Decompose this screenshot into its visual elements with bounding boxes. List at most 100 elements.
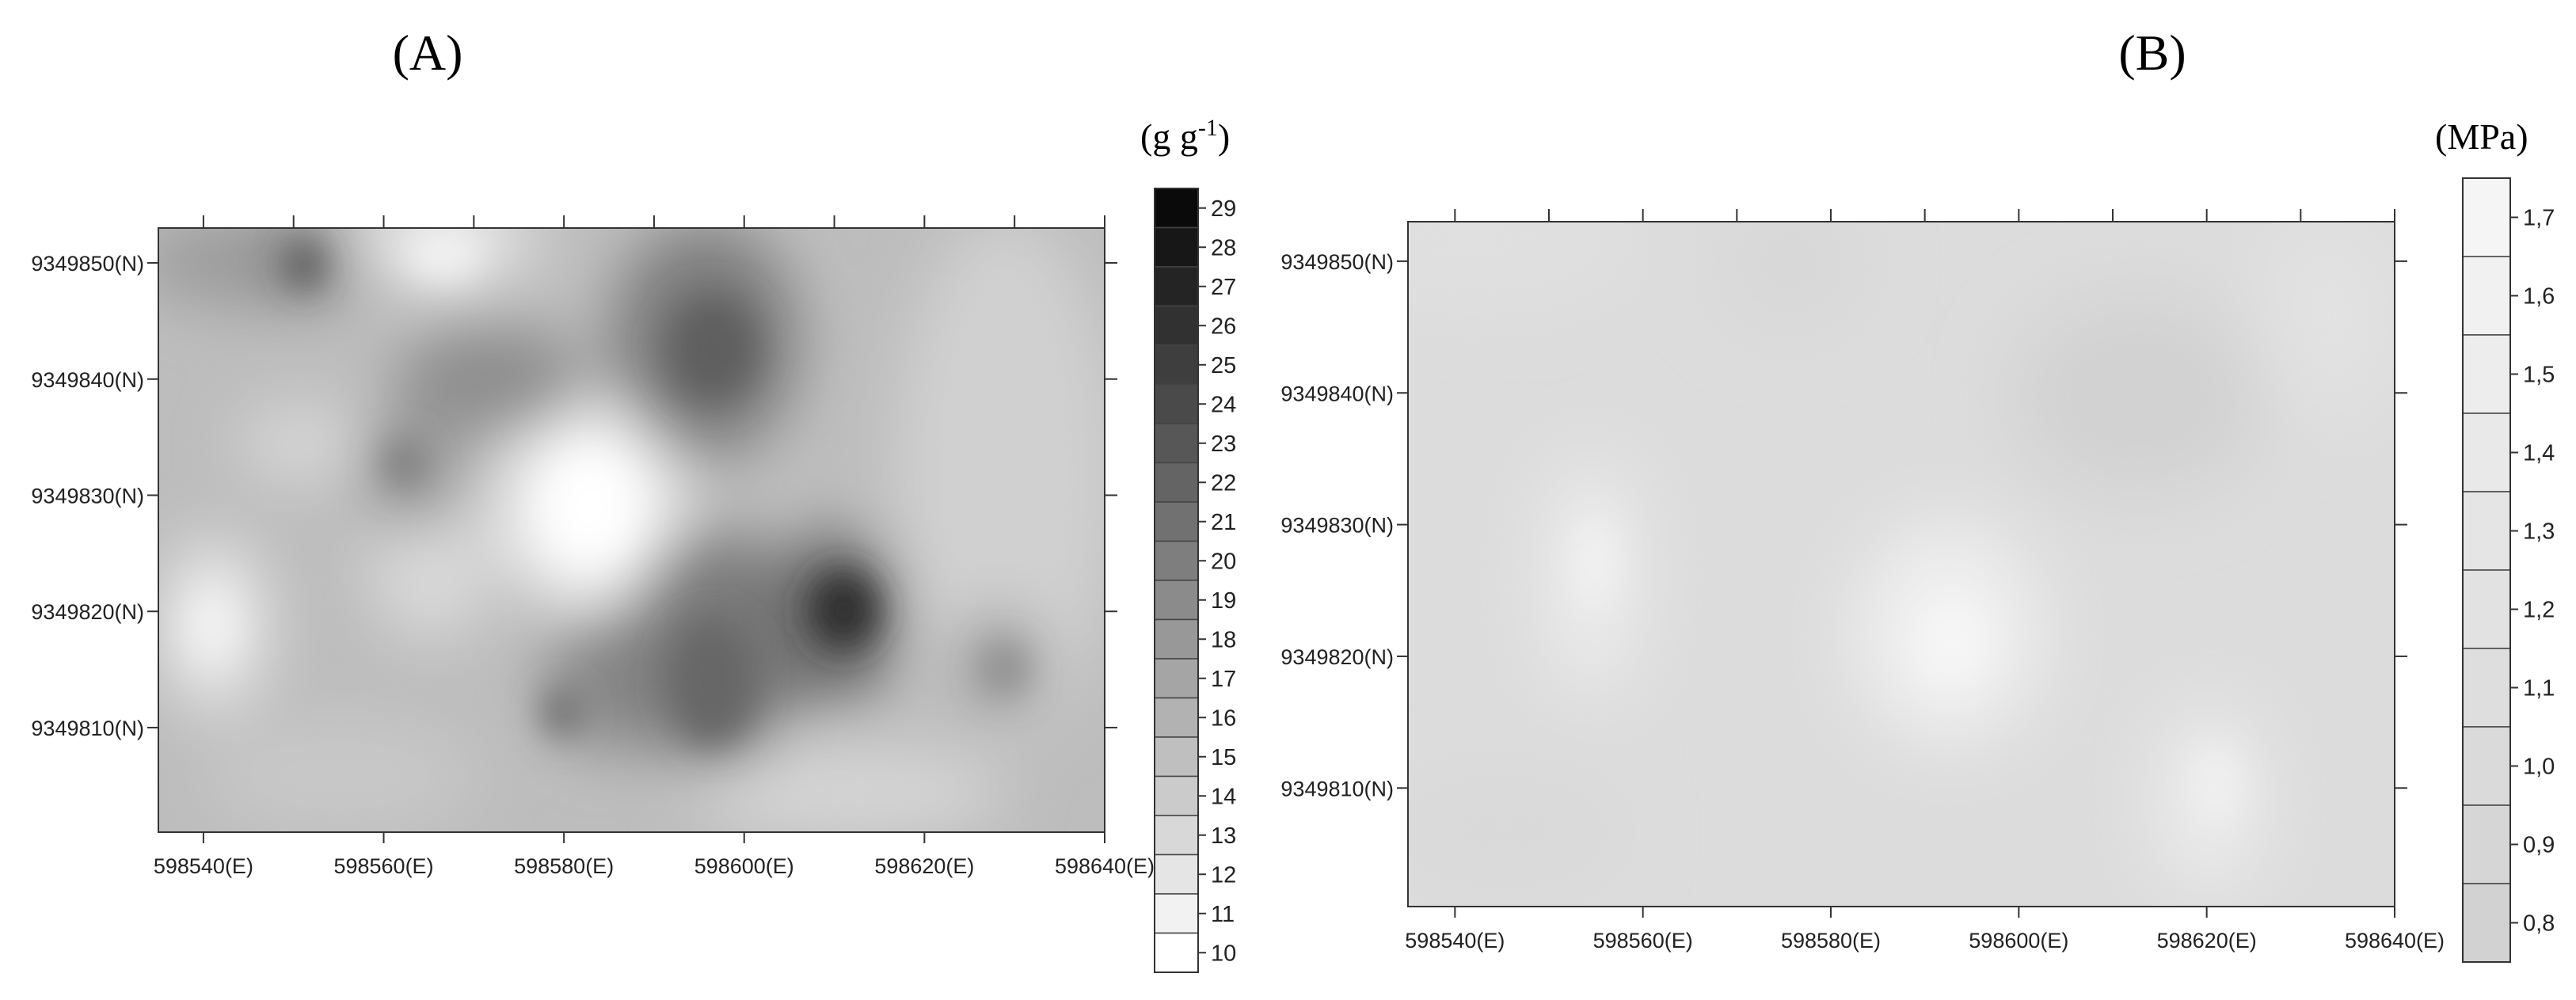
panel-a-unit: (g g-1) [1140,115,1230,157]
colorbar-segment [2462,569,2511,649]
colorbar-segment [1154,618,1199,660]
colorbar-label: 22 [1211,470,1236,496]
colorbar-segment [1154,775,1199,816]
colorbar-segment [2462,804,2511,884]
colorbar-label: 25 [1211,353,1236,378]
y-tick-label: 9349830(N) [31,484,144,508]
colorbar-label: 26 [1211,314,1236,339]
x-tick-label: 598560(E) [333,854,433,878]
x-tick-label: 598600(E) [694,854,794,878]
y-tick-label: 9349810(N) [1280,777,1394,800]
colorbar-label: 1,3 [2523,519,2555,545]
colorbar-segment [1154,266,1199,307]
colorbar-label: 1,5 [2523,363,2555,388]
colorbar-segment [2462,491,2511,571]
colorbar-segment [1154,815,1199,856]
colorbar-segment [1154,226,1199,268]
colorbar-segment [1154,423,1199,464]
colorbar-label: 10 [1211,941,1236,966]
colorbar-label: 0,9 [2523,833,2555,858]
colorbar-label: 15 [1211,745,1236,770]
x-tick-label: 598540(E) [154,854,253,878]
panel-b-heatmap [1408,222,2395,907]
colorbar-segment [1154,305,1199,346]
colorbar-frame [1154,188,1199,973]
colorbar-segment [1154,658,1199,699]
colorbar-label: 12 [1211,862,1236,888]
panel-b: (B) 598540(E) 598560(E) 598580(E) 598600(E)… [1280,25,2555,963]
colorbar-segment [1154,854,1199,895]
colorbar-segment [2462,726,2511,806]
colorbar-label: 18 [1211,627,1236,652]
colorbar-label: 28 [1211,235,1236,260]
x-tick-label: 598620(E) [2157,929,2257,952]
colorbar-label: 17 [1211,667,1236,692]
panel-a-label: (A) [393,25,463,81]
colorbar-label: 11 [1211,902,1235,927]
colorbar-label: 1,2 [2523,598,2555,623]
y-tick-label: 9349820(N) [31,600,144,624]
colorbar-label: 27 [1211,275,1236,300]
panel-a-x-axis: 598540(E) 598560(E) 598580(E) 598600(E) 5986… [154,215,1155,878]
x-tick-label: 598620(E) [874,854,974,878]
colorbar-segment [2462,334,2511,414]
colorbar-label: 23 [1211,432,1236,457]
x-tick-label: 598640(E) [1055,854,1155,878]
colorbar-label: 19 [1211,588,1236,614]
colorbar-segment [1154,344,1199,386]
y-tick-label: 9349810(N) [31,717,144,740]
panel-b-frame [1407,221,2395,907]
x-tick-label: 598600(E) [1969,929,2068,952]
colorbar-segment [1154,580,1199,621]
colorbar-label: 0,8 [2523,911,2555,937]
y-tick-label: 9349850(N) [31,252,144,276]
colorbar-label: 1,0 [2523,755,2555,780]
colorbar-label: 14 [1211,784,1236,809]
colorbar-label: 13 [1211,823,1236,849]
colorbar-label: 1,6 [2523,284,2555,310]
x-tick-label: 598560(E) [1593,929,1693,952]
colorbar-segment [1154,462,1199,503]
panel-b-label: (B) [2118,25,2186,81]
colorbar-segment [1154,540,1199,581]
colorbar-segment [1154,188,1199,229]
panel-a-frame [158,227,1105,833]
x-tick-label: 598640(E) [2345,929,2445,952]
colorbar-label: 16 [1211,705,1236,731]
y-tick-label: 9349840(N) [1280,382,1394,405]
colorbar-segment [1154,501,1199,542]
colorbar-label: 29 [1211,196,1236,222]
panel-a-heatmap [158,228,1105,832]
colorbar-segment [1154,383,1199,424]
panel-a-colorbar: (g g-1) 29 28 27 26 25 24 23 22 21 20 19 18 17 16 15 14… [1140,115,1236,973]
x-tick-label: 598580(E) [1781,929,1881,952]
y-tick-label: 9349820(N) [1280,645,1394,669]
colorbar-segment [1154,893,1199,934]
colorbar-label: 1,7 [2523,206,2555,231]
y-tick-label: 9349840(N) [31,368,144,392]
panel-b-colorbar: (MPa) 1,7 1,6 1,5 1,4 1,3 1,2 1,1 1,0 0,9 0,8 [2435,116,2555,963]
colorbar-segment [2462,177,2511,257]
x-tick-label: 598580(E) [514,854,614,878]
y-tick-label: 9349850(N) [1280,250,1394,274]
colorbar-segment [1154,697,1199,738]
colorbar-segment [2462,413,2511,492]
colorbar-label: 21 [1211,510,1236,535]
colorbar-segment [1154,736,1199,778]
colorbar-label: 1,1 [2523,676,2555,702]
colorbar-label: 1,4 [2523,441,2555,466]
panel-b-y-axis: 9349850(N) 9349840(N) 9349830(N) 9349820(N)… [1280,250,2407,800]
colorbar-label: 20 [1211,549,1236,574]
panel-a-y-axis: 9349850(N) 9349840(N) 9349830(N) 9349820(N)… [31,252,1117,740]
colorbar-segment [2462,256,2511,336]
colorbar-segment [1154,932,1199,973]
y-tick-label: 9349830(N) [1280,514,1394,538]
colorbar-label: 24 [1211,392,1236,417]
panel-b-unit: (MPa) [2435,116,2528,157]
colorbar-frame [2462,177,2511,963]
panel-b-x-axis: 598540(E) 598560(E) 598580(E) 598600(E) 5986… [1405,209,2445,952]
colorbar-segment [2462,648,2511,728]
x-tick-label: 598540(E) [1405,929,1505,952]
panel-a: (A) [31,25,1236,973]
